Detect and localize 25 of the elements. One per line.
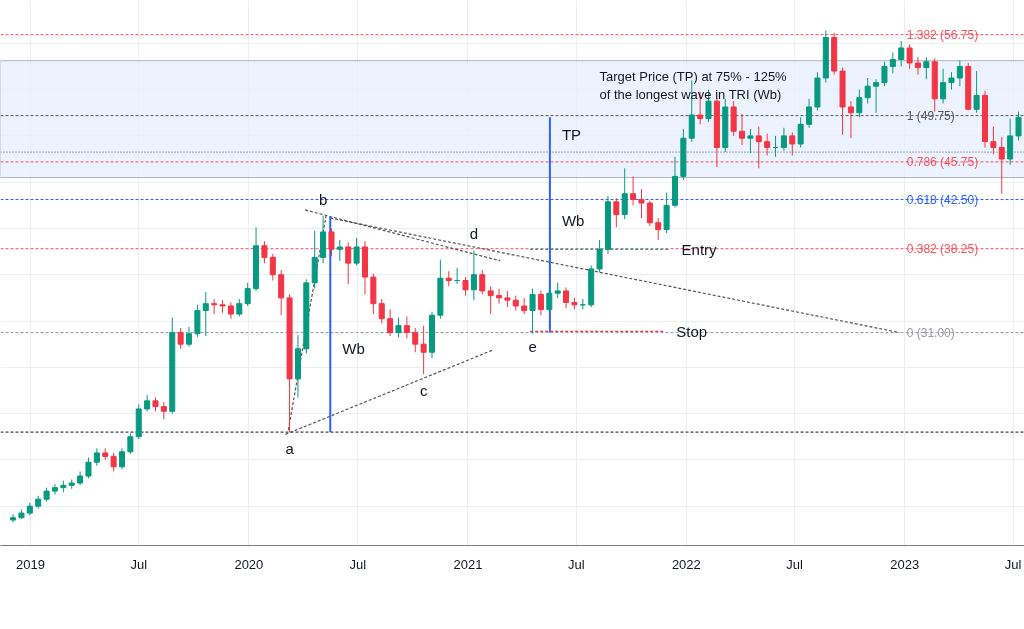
annotation: Entry — [681, 240, 718, 258]
ref-line-label: 0 (31.00) — [906, 325, 955, 340]
ref-line-label: 1 (49.75) — [906, 108, 955, 123]
annotation: Stop — [676, 322, 708, 340]
annotation: e — [528, 337, 537, 355]
x-tick-label: 2023 — [890, 556, 920, 572]
x-tick-label: 2021 — [453, 556, 483, 572]
annotation: a — [285, 440, 295, 458]
x-tick-label: Jul — [567, 556, 585, 572]
x-tick-label: Jul — [786, 556, 804, 572]
x-tick-label: Jul — [349, 556, 367, 572]
x-tick-label: 2020 — [234, 556, 264, 572]
x-tick-label: 2022 — [671, 556, 701, 572]
annotation: b — [318, 190, 328, 208]
x-tick-label: Jul — [130, 556, 148, 572]
x-tick-label: 2019 — [15, 556, 45, 572]
ref-line-label: 1.382 (56.75) — [906, 27, 979, 42]
annotation: Wb — [561, 211, 585, 229]
annotation: d — [469, 225, 479, 243]
x-tick-label: Jul — [1004, 556, 1022, 572]
ref-line-label: 0.382 (38.25) — [906, 241, 979, 256]
annotation: Wb — [342, 340, 365, 358]
annotation: c — [419, 382, 428, 400]
annotation: TP — [561, 126, 582, 144]
ref-line-label: 0.786 (45.75) — [906, 154, 979, 169]
